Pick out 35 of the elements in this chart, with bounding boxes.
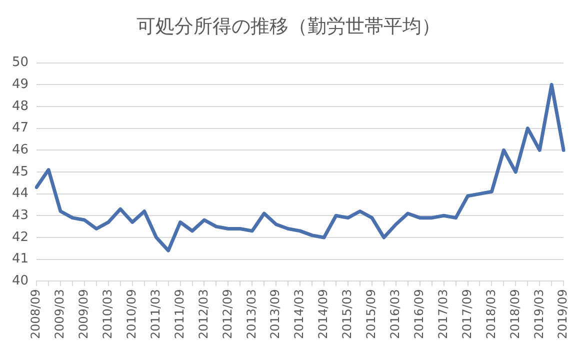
y-tick-label: 40 <box>12 274 29 289</box>
x-tick-label: 2016/03 <box>388 289 402 340</box>
x-tick-label: 2011/09 <box>172 289 186 340</box>
x-tick-label: 2014/03 <box>292 289 306 340</box>
y-tick-label: 49 <box>12 77 29 92</box>
x-tick-label: 2015/09 <box>364 289 378 340</box>
x-tick-label: 2008/09 <box>28 289 43 340</box>
x-tick-label: 2009/03 <box>52 289 67 340</box>
x-tick-label: 2019/09 <box>556 289 570 340</box>
x-tick-label: 2015/03 <box>340 289 354 340</box>
x-tick-label: 2010/03 <box>100 289 115 340</box>
x-tick-label: 2016/09 <box>412 289 426 340</box>
x-tick-label: 2018/09 <box>508 289 522 340</box>
x-tick-label: 2013/03 <box>244 289 258 340</box>
y-tick-label: 42 <box>12 230 29 245</box>
y-tick-label: 48 <box>12 98 29 114</box>
x-tick-label: 2012/09 <box>220 289 234 340</box>
x-tick-label: 2010/09 <box>124 289 138 340</box>
x-tick-label: 2014/09 <box>316 289 330 340</box>
x-tick-label: 2019/03 <box>532 289 546 340</box>
chart-title: 可処分所得の推移（勤労世帯平均） <box>136 15 440 38</box>
y-tick-label: 46 <box>12 142 29 158</box>
x-tick-label: 2017/09 <box>460 289 474 340</box>
x-tick-label: 2011/03 <box>148 289 162 340</box>
y-tick-label: 43 <box>12 208 29 224</box>
x-tick-label: 2009/09 <box>76 289 91 340</box>
y-tick-label: 41 <box>12 252 29 267</box>
y-tick-label: 45 <box>12 164 29 180</box>
x-tick-label: 2013/09 <box>268 289 282 340</box>
y-tick-label: 44 <box>12 186 29 202</box>
y-tick-label: 50 <box>12 55 29 70</box>
x-tick-label: 2018/03 <box>484 289 498 340</box>
x-tick-label: 2012/03 <box>196 289 210 340</box>
y-tick-label: 47 <box>12 120 29 136</box>
x-tick-label: 2017/03 <box>436 289 450 340</box>
